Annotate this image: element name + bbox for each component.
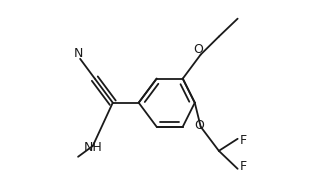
- Text: F: F: [240, 134, 247, 147]
- Text: O: O: [194, 120, 204, 132]
- Text: NH: NH: [84, 142, 103, 154]
- Text: N: N: [74, 47, 83, 60]
- Text: O: O: [194, 43, 204, 56]
- Text: F: F: [240, 160, 247, 173]
